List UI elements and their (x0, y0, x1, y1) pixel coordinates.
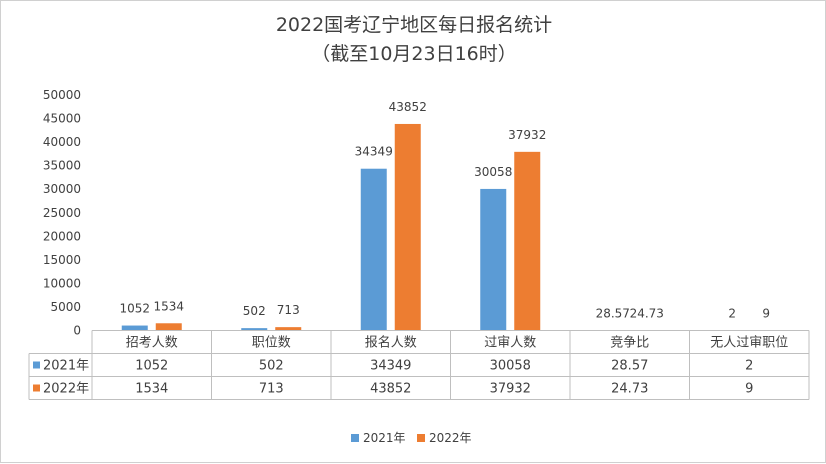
data-label: 24.73 (630, 306, 664, 320)
table-cell: 28.57 (611, 359, 648, 374)
y-tick-label: 25000 (43, 206, 81, 220)
category-label: 竞争比 (610, 335, 649, 351)
data-label: 2 (728, 306, 736, 320)
chart-subtitle: （截至10月23日16时） (311, 43, 517, 65)
plot-area: 1052 502 34349 30058 28.57 2 1534 713 43852 37932… (119, 100, 779, 331)
y-tick-label: 0 (73, 324, 81, 338)
table-cell: 1534 (135, 382, 168, 397)
table-cell: 2 (745, 359, 753, 374)
legend-label: 2021年 (363, 431, 406, 445)
y-tick-label: 30000 (43, 182, 81, 196)
y-tick-label: 20000 (43, 229, 81, 243)
data-label: 34349 (355, 145, 393, 159)
y-tick-label: 35000 (43, 159, 81, 173)
category-label: 过审人数 (484, 336, 536, 351)
row-header: 2022年 (43, 382, 89, 397)
table-cell: 24.73 (611, 382, 648, 397)
bar-series-2022 (514, 152, 540, 331)
category-label: 无人过审职位 (710, 336, 788, 351)
y-tick-label: 15000 (43, 253, 81, 267)
table-cell: 502 (259, 359, 284, 374)
legend-swatch (351, 434, 359, 442)
table-cell: 37932 (490, 382, 531, 397)
bar-series-2021 (361, 169, 387, 331)
legend: 2021年 2022年 (351, 431, 472, 445)
bar-series-2022 (275, 327, 301, 330)
bar-series-2022 (395, 124, 421, 331)
data-label: 1052 (119, 302, 150, 316)
data-label: 28.57 (596, 306, 630, 320)
bar-series-2021 (480, 189, 506, 331)
legend-key-swatch (33, 362, 40, 369)
table-cell: 713 (259, 382, 284, 397)
y-tick-label: 10000 (43, 276, 81, 290)
data-label: 30058 (474, 165, 512, 179)
category-label: 招考人数 (126, 336, 178, 351)
data-label: 9 (762, 306, 770, 320)
data-label: 37932 (508, 128, 546, 142)
data-table: 招考人数 职位数 报名人数 过审人数 竞争比 无人过审职位 2021年 1052 502 3434… (29, 331, 809, 400)
row-header: 2021年 (43, 359, 89, 374)
data-label: 502 (243, 304, 266, 318)
bar-series-2022 (156, 323, 182, 330)
y-axis: 0 5000 10000 15000 20000 25000 30000 35000 40000… (43, 88, 81, 338)
table-cell: 9 (745, 382, 753, 397)
category-label: 职位数 (252, 336, 291, 351)
table-cell: 1052 (135, 359, 168, 374)
y-tick-label: 50000 (43, 88, 81, 102)
y-tick-label: 45000 (43, 112, 81, 126)
table-cell: 34349 (370, 359, 411, 374)
table-cell: 30058 (490, 359, 531, 374)
data-label: 43852 (389, 100, 427, 114)
data-label: 1534 (153, 299, 184, 313)
bar-series-2021 (122, 326, 148, 331)
y-tick-label: 5000 (50, 300, 81, 314)
data-label: 713 (277, 303, 300, 317)
y-tick-label: 40000 (43, 135, 81, 149)
chart-title: 2022国考辽宁地区每日报名统计 (276, 14, 552, 36)
legend-swatch (417, 434, 425, 442)
table-cell: 43852 (370, 382, 411, 397)
legend-label: 2022年 (429, 431, 472, 445)
legend-key-swatch (33, 385, 40, 392)
category-label: 报名人数 (365, 335, 417, 351)
